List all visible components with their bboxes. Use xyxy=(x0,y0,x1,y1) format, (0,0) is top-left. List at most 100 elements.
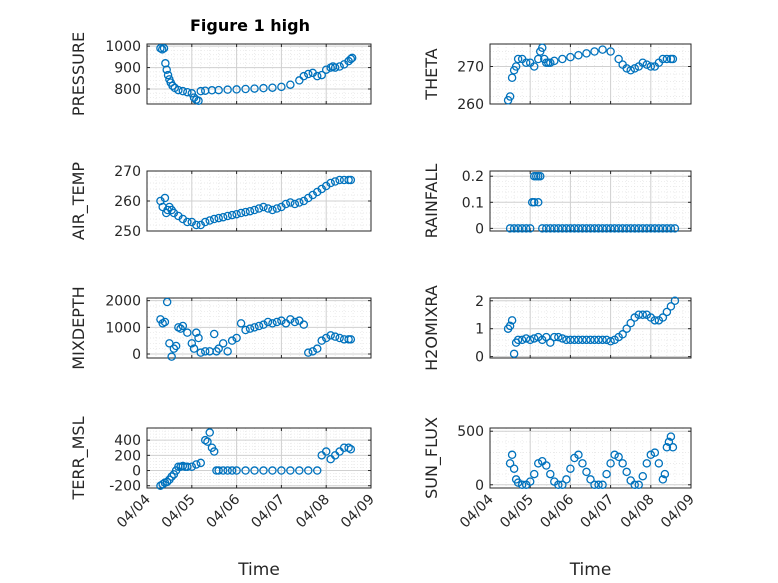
sun-flux-xtick-label: 04/08 xyxy=(618,492,658,532)
rainfall-data-point xyxy=(662,224,672,233)
terr-msl-data-point xyxy=(158,479,167,489)
sun-flux-data-point xyxy=(618,459,627,468)
terr-msl-data-point xyxy=(304,466,313,475)
rainfall-data-point xyxy=(536,171,545,181)
terr-msl-data-point xyxy=(295,466,304,475)
h2omixra-data-point xyxy=(558,334,567,343)
sun-flux-data-point xyxy=(598,480,607,490)
pressure-data-point xyxy=(259,83,268,93)
pressure-data-point xyxy=(277,82,286,92)
sun-flux-data-point xyxy=(634,480,643,490)
rainfall-data-point xyxy=(566,224,575,233)
mixdepth-data-point xyxy=(183,328,192,337)
terr-msl-xtick-label: 04/09 xyxy=(338,492,378,532)
theta-data-point xyxy=(646,62,656,71)
h2omixra-ylabel: H2OMIXRA xyxy=(422,285,441,371)
rainfall-data-point xyxy=(582,224,591,233)
sun-flux-data-point xyxy=(554,480,563,490)
pressure-data-point xyxy=(232,85,241,94)
terr-msl-data-point xyxy=(259,466,268,475)
pressure-ylabel: PRESSURE xyxy=(69,32,88,116)
h2omixra-ytick-label: 0 xyxy=(475,350,484,366)
rainfall-data-point xyxy=(529,198,539,207)
pressure-grid xyxy=(146,44,372,104)
theta-axes-box xyxy=(489,43,692,105)
sun-flux-data-point xyxy=(546,469,555,479)
pressure-data-point xyxy=(335,62,344,71)
terr-msl-data-point xyxy=(200,435,210,445)
theta-data-point xyxy=(642,60,652,69)
mixdepth-data-point xyxy=(250,323,259,332)
mixdepth-data-point xyxy=(317,336,326,345)
h2omixra-data-point xyxy=(658,313,668,322)
mixdepth-data-point xyxy=(227,336,237,345)
rainfall-data-point xyxy=(654,224,664,233)
rainfall-data-point xyxy=(646,224,656,233)
mixdepth-data-point xyxy=(212,347,221,356)
pressure-data-point xyxy=(286,80,295,89)
h2omixra-data-point xyxy=(517,335,527,345)
terr-msl-data-point xyxy=(192,460,201,469)
mixdepth-data-point xyxy=(346,335,356,344)
mixdepth-ytick-label: 0 xyxy=(132,347,141,363)
rainfall-data-point xyxy=(550,224,559,233)
sun-flux-data-point xyxy=(566,464,575,473)
sun-flux-data-point xyxy=(642,459,652,468)
air-temp-ylabel: AIR_TEMP xyxy=(69,162,89,240)
rainfall-data-point xyxy=(650,224,660,233)
sun-flux-data-point xyxy=(590,480,599,490)
pressure-data-point xyxy=(241,84,250,94)
h2omixra-ytick-label: 1 xyxy=(475,322,484,338)
terr-msl-data-point xyxy=(250,466,259,475)
air-temp-data-point xyxy=(335,175,344,185)
sun-flux-data-point xyxy=(666,432,676,441)
air-temp-data-point xyxy=(272,204,282,213)
air-temp-data-point xyxy=(259,202,268,212)
air-temp-ticks: 250 260 270 xyxy=(114,164,372,240)
mixdepth-data-point xyxy=(277,316,286,325)
mixdepth-data-point xyxy=(330,332,340,341)
sun-flux-data-point xyxy=(558,480,567,490)
terr-msl-data-point xyxy=(286,466,295,475)
pressure-ticks: 800 900 1000 xyxy=(105,39,372,104)
rainfall-data-point xyxy=(618,224,627,233)
terr-msl-xlabel: Time xyxy=(237,560,280,580)
pressure-markers xyxy=(156,44,357,106)
sun-flux-data-point xyxy=(525,477,535,486)
panel-theta: 260 270 THETA xyxy=(422,43,692,113)
rainfall-data-point xyxy=(586,224,595,233)
terr-msl-data-point xyxy=(167,472,176,481)
mixdepth-data-point xyxy=(176,324,185,333)
theta-data-point xyxy=(668,54,678,64)
air-temp-data-point xyxy=(281,199,291,209)
mixdepth-data-point xyxy=(304,348,313,357)
mixdepth-data-point xyxy=(160,317,170,327)
pressure-data-point xyxy=(194,96,203,106)
sun-flux-data-point xyxy=(594,480,603,490)
terr-msl-data-point xyxy=(346,445,356,454)
pressure-data-point xyxy=(330,63,340,72)
sun-flux-xtick-label: 04/05 xyxy=(497,492,537,532)
terr-msl-data-point xyxy=(223,466,232,475)
pressure-data-point xyxy=(183,87,192,97)
h2omixra-data-point xyxy=(594,335,603,345)
h2omixra-data-point xyxy=(666,302,676,311)
sun-flux-data-point xyxy=(614,452,623,462)
pressure-data-point xyxy=(346,54,356,64)
rainfall-data-point xyxy=(666,224,676,233)
h2omixra-ytick-label: 2 xyxy=(475,294,484,310)
rainfall-data-point xyxy=(594,224,603,233)
h2omixra-data-point xyxy=(650,316,660,325)
mixdepth-data-point xyxy=(335,333,344,343)
sun-flux-data-point xyxy=(660,469,670,479)
terr-msl-ytick-label: -200 xyxy=(109,479,141,495)
mixdepth-data-point xyxy=(232,333,241,343)
h2omixra-axes-box xyxy=(489,297,692,359)
air-temp-markers xyxy=(156,175,356,230)
panel-pressure: 800 900 1000 PRESSURE xyxy=(69,32,372,116)
h2omixra-data-point xyxy=(582,335,591,345)
h2omixra-data-point xyxy=(574,335,583,345)
mixdepth-data-point xyxy=(299,320,309,329)
rainfall-data-point xyxy=(513,224,523,233)
